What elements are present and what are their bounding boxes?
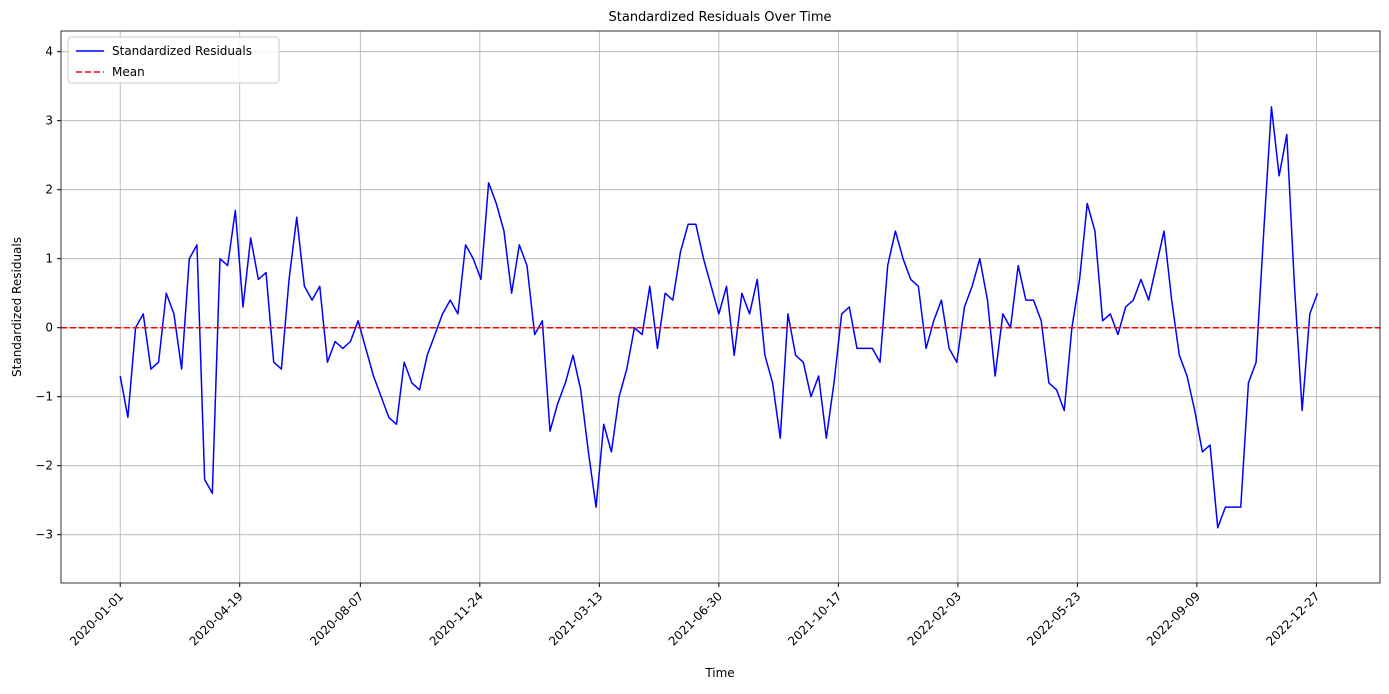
legend-label: Mean xyxy=(112,65,145,79)
chart-title: Standardized Residuals Over Time xyxy=(609,10,832,25)
y-tick-label: 4 xyxy=(45,45,53,59)
legend-label: Standardized Residuals xyxy=(112,44,252,58)
x-axis-label: Time xyxy=(704,666,734,680)
series-line xyxy=(119,106,1319,529)
legend-box xyxy=(67,36,280,84)
plot-frame xyxy=(60,30,1381,584)
y-tick-label: −1 xyxy=(35,390,53,404)
y-tick-label: 3 xyxy=(45,114,53,128)
y-tick-label: −3 xyxy=(35,528,53,542)
y-tick-label: 2 xyxy=(45,183,53,197)
y-tick-label: 1 xyxy=(45,252,53,266)
y-axis-label: Standardized Residuals xyxy=(10,237,24,377)
y-tick-label: 0 xyxy=(45,321,53,335)
y-tick-label: −2 xyxy=(35,459,53,473)
